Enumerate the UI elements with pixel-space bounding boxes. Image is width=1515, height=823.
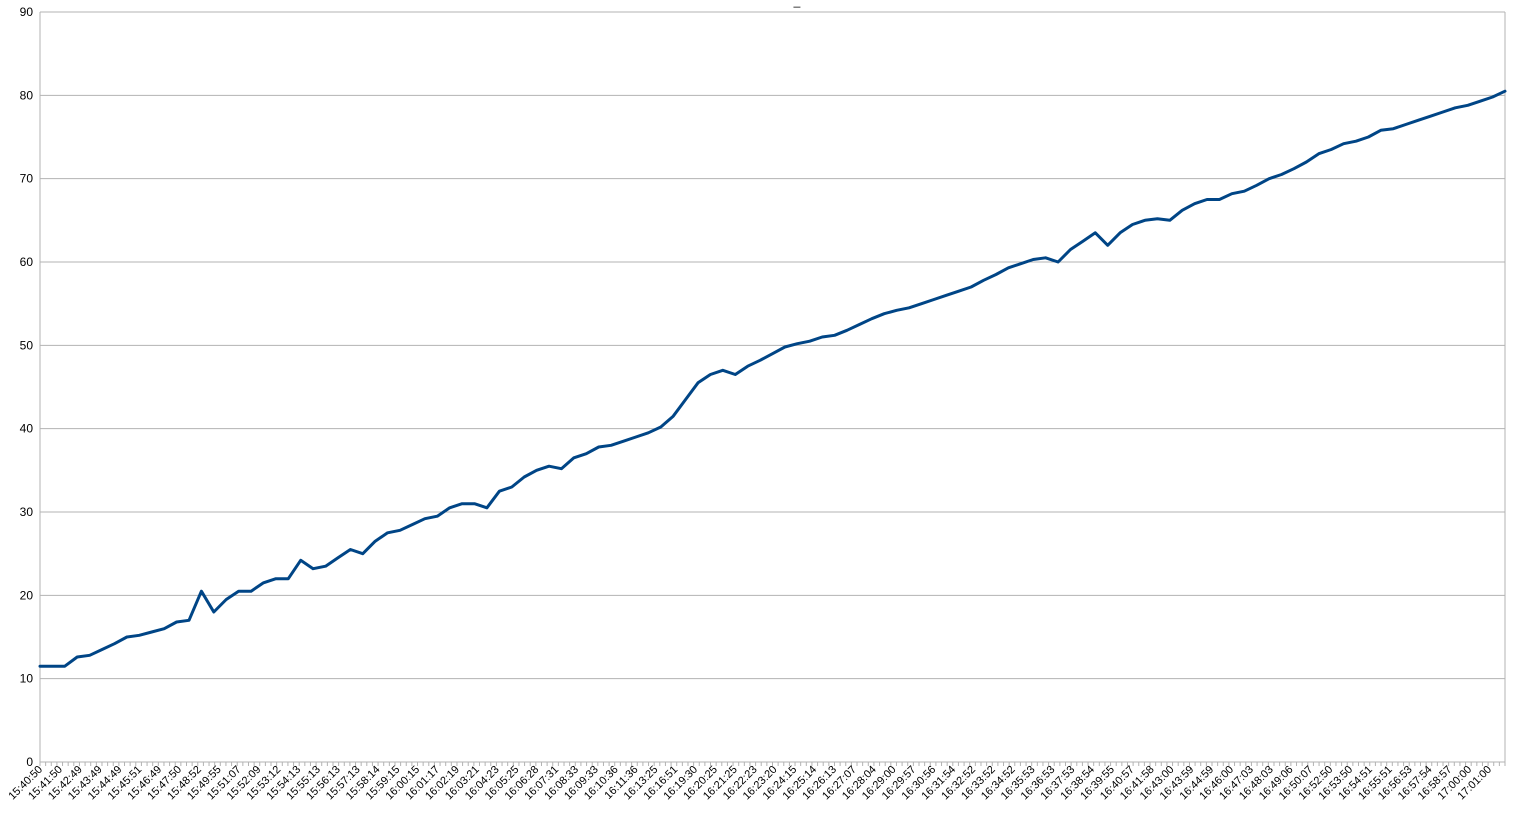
y-tick-label: 60 (20, 255, 34, 269)
y-tick-label: 50 (20, 338, 34, 352)
series-group (38, 89, 1507, 668)
axes (39, 12, 1506, 766)
y-tick-label: 30 (20, 505, 34, 519)
y-tick-label: 10 (20, 672, 34, 686)
chart-title: _ (793, 0, 801, 8)
gridlines (40, 11, 1505, 763)
series-line (38, 89, 1507, 668)
y-tick-label: 90 (20, 5, 34, 19)
y-tick-label: 0 (26, 755, 33, 769)
y-tick-label: 20 (20, 588, 34, 602)
y-tick-label: 40 (20, 422, 34, 436)
x-axis-ticks: 15:40:5015:41:5015:42:4915:43:4915:44:49… (6, 764, 1494, 803)
y-tick-label: 80 (20, 88, 34, 102)
y-axis-ticks: 0 10 20 30 40 50 60 70 80 90 (20, 5, 34, 769)
y-tick-label: 70 (20, 172, 34, 186)
